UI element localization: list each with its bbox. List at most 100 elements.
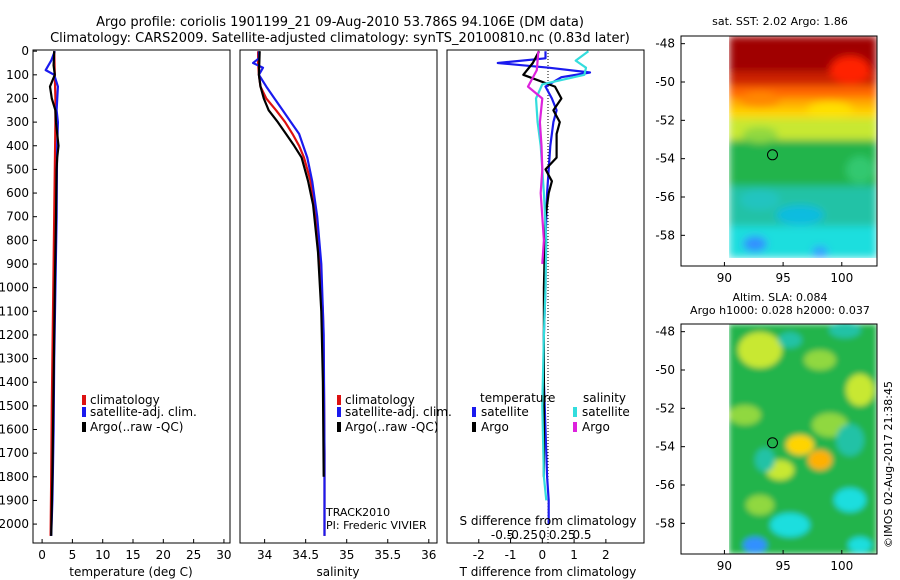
depth-tick-label: 1000 [0, 281, 29, 295]
imos-credit: ©IMOS 02-Aug-2017 21:38:45 [882, 381, 895, 548]
legend-swatch-s-satellite [573, 407, 577, 417]
s-difference-tick-label: -0.25 [507, 528, 538, 542]
depth-tick-label: 800 [6, 233, 29, 247]
t-difference-tick-label: 1 [570, 548, 578, 562]
sla-map-lat-ticks: -48 -50 -52 -54 -56 -58 [655, 325, 685, 530]
s-difference-tick-label: 0 [539, 528, 547, 542]
sst-map-panel: sat. SST: 2.02 Argo: 1.86 [655, 15, 878, 285]
temperature-legend: climatology satellite-adj. clim. Argo(..… [82, 393, 197, 434]
salinity-axes-box [239, 49, 438, 544]
sst-map-lon-ticks: 90 95 100 [717, 262, 853, 285]
legend-label-t-satellite: satellite [481, 405, 529, 419]
salinity-tick-label: 34.5 [292, 548, 319, 562]
legend-swatch-t-satellite [472, 407, 476, 417]
depth-tick-label: 1900 [0, 493, 29, 507]
lon-tick-label: 100 [830, 559, 853, 573]
figure-title-line2: Climatology: CARS2009. Satellite-adjuste… [50, 31, 630, 46]
temperature-tick-label: 20 [156, 548, 171, 562]
temperature-xlabel: temperature (deg C) [69, 565, 192, 579]
legend-title-temperature: temperature [480, 391, 555, 405]
legend-swatch-climatology [82, 395, 86, 405]
legend-swatch-t-argo [472, 422, 476, 432]
legend-swatch-argo [337, 422, 341, 432]
t-difference-ticks: -2 -1 0 1 2 [473, 539, 610, 562]
sla-map-title-line2: Argo h1000: 0.028 h2000: 0.037 [690, 304, 870, 317]
figure-title-line1: Argo profile: coriolis 1901199_21 09-Aug… [96, 15, 584, 30]
difference-axes-box [446, 49, 645, 544]
sla-map-panel: Altim. SLA: 0.084 Argo h1000: 0.028 h200… [655, 291, 878, 573]
legend-label-t-argo: Argo [481, 420, 509, 434]
s-difference-ticks: -0.5-0.25 0 0.250.5 [491, 528, 592, 542]
salinity-xlabel: salinity [316, 565, 359, 579]
depth-tick-label: 600 [6, 186, 29, 200]
sla-map-title-line1: Altim. SLA: 0.084 [732, 291, 827, 304]
temperature-tick-label: 5 [69, 548, 77, 562]
depth-tick-label: 1400 [0, 375, 29, 389]
lat-tick-label: -50 [655, 75, 675, 89]
depth-tick-label: 400 [6, 139, 29, 153]
legend-swatch-s-argo [573, 422, 577, 432]
sla-map-frame [680, 323, 878, 555]
depth-tick-label: 1300 [0, 352, 29, 366]
salinity-ticks: 34 34.5 35 35.5 36 [257, 539, 436, 562]
depth-ticks: 0 100 200 300 400 500 600 700 800 900 1000 1100 1200… [0, 44, 37, 531]
salinity-tick-label: 36 [421, 548, 436, 562]
legend-title-salinity: salinity [583, 391, 626, 405]
sla-heatmap [729, 324, 877, 554]
s-argo-line [526, 51, 546, 265]
t-difference-tick-label: 2 [602, 548, 610, 562]
sst-map-frame [680, 35, 878, 267]
salinity-panel: 34 34.5 35 35.5 36 salinity climatology sate… [239, 49, 452, 579]
lat-tick-label: -58 [655, 516, 675, 530]
lat-tick-label: -56 [655, 190, 675, 204]
s-difference-tick-label: 0.5 [572, 528, 591, 542]
difference-legend: temperature salinity satellite Argo sate… [472, 391, 630, 434]
t-difference-tick-label: -1 [505, 548, 517, 562]
temperature-tick-label: 25 [186, 548, 201, 562]
s-difference-tick-label: -0.5 [491, 528, 514, 542]
annotation-track: TRACK2010 [325, 506, 390, 519]
sst-map-title: sat. SST: 2.02 Argo: 1.86 [712, 15, 848, 28]
argo-line [48, 51, 60, 536]
legend-label-climatology: climatology [345, 393, 415, 407]
lat-tick-label: -48 [655, 37, 675, 51]
temperature-tick-label: 10 [95, 548, 110, 562]
depth-tick-label: 2000 [0, 517, 29, 531]
legend-label-s-argo: Argo [582, 420, 610, 434]
depth-tick-label: 500 [6, 162, 29, 176]
temperature-axes-box [32, 49, 231, 544]
difference-panel: -2 -1 0 1 2 -0.5-0.25 0 0.250.5 S difference f… [446, 49, 645, 579]
temperature-tick-label: 30 [216, 548, 231, 562]
legend-label-satellite-adj: satellite-adj. clim. [90, 405, 197, 419]
satellite-adj-line [252, 51, 326, 536]
depth-tick-label: 0 [21, 44, 29, 58]
legend-label-argo: Argo(..raw -QC) [345, 420, 438, 434]
legend-swatch-satellite-adj [82, 407, 86, 417]
salinity-legend: climatology satellite-adj. clim. Argo(..… [337, 393, 452, 434]
argo-line [257, 51, 325, 477]
lon-tick-label: 100 [830, 271, 853, 285]
lat-tick-label: -50 [655, 363, 675, 377]
argo-position-marker [767, 437, 778, 449]
depth-tick-label: 100 [6, 68, 29, 82]
temperature-ticks: 0 5 10 15 20 25 30 [38, 539, 232, 562]
t-difference-label: T difference from climatology [459, 565, 637, 579]
s-difference-label: S difference from climatology [460, 514, 637, 528]
t-argo-line [522, 50, 563, 477]
lat-tick-label: -54 [655, 440, 675, 454]
lat-tick-label: -56 [655, 478, 675, 492]
legend-label-satellite-adj: satellite-adj. clim. [345, 405, 452, 419]
depth-tick-label: 200 [6, 91, 29, 105]
s-difference-tick-label: 0.25 [549, 528, 576, 542]
temperature-tick-label: 15 [125, 548, 140, 562]
lat-tick-label: -58 [655, 228, 675, 242]
argo-position-marker [767, 149, 778, 161]
depth-tick-label: 700 [6, 210, 29, 224]
sla-map-lon-ticks: 90 95 100 [717, 550, 853, 573]
temperature-tick-label: 0 [38, 548, 46, 562]
lon-tick-label: 95 [775, 559, 790, 573]
difference-lines [496, 50, 592, 525]
t-difference-tick-label: -2 [473, 548, 485, 562]
sst-heatmap [729, 36, 877, 258]
depth-tick-label: 900 [6, 257, 29, 271]
